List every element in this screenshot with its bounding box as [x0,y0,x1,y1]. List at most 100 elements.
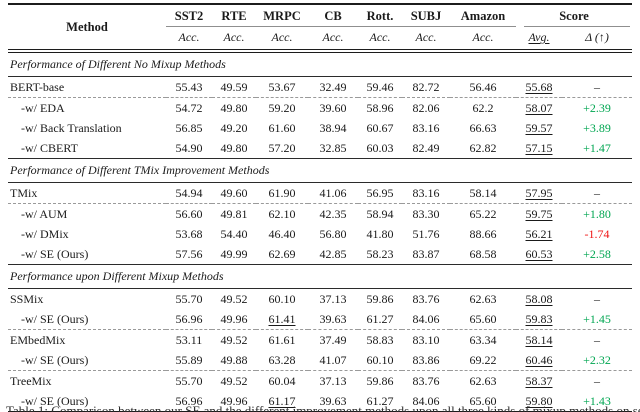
subheader-acc: Acc. [256,27,308,53]
metric-value: 63.34 [450,329,516,350]
method-label: TreeMix [8,370,166,391]
metric-value: 56.46 [469,79,497,94]
col-header-score: Score [516,4,632,27]
delta-value: – [594,185,600,200]
metric-value: 61.61 [256,329,308,350]
metric-value: 83.30 [402,203,450,224]
subheader-acc: Acc. [166,27,212,53]
method-label: -w/ DMix [21,226,69,241]
metric-value: 69.22 [469,352,497,367]
metric-value: 82.72 [412,79,440,94]
metric-value: 49.80 [212,97,256,118]
metric-value: 56.96 [175,311,203,326]
section-title: Performance upon Different Mixup Methods [8,264,632,289]
metric-value: 65.60 [469,311,497,326]
avg-value: 58.37 [516,370,562,391]
metric-value: 37.49 [308,329,358,350]
subheader-acc: Acc. [358,27,402,53]
metric-value: 61.27 [358,391,402,412]
delta-value: +1.45 [583,311,611,326]
metric-value: 49.52 [220,291,248,306]
table-row: -w/ EDA 54.72 49.80 59.20 39.60 58.96 82.06 62.… [8,97,632,118]
avg-value: 58.08 [525,291,553,306]
section-header-row: Performance upon Different Mixup Methods [8,264,632,289]
table-body: Performance of Different No Mixup Method… [8,50,632,412]
metric-value: 49.80 [220,140,248,155]
col-header-rte: RTE [212,4,256,27]
metric-value: 42.35 [308,203,358,224]
avg-value: 56.21 [525,226,553,241]
metric-value: 37.13 [319,291,347,306]
subheader-delta: Δ (↑) [562,27,632,53]
col-header-subj: SUBJ [402,4,450,27]
metric-value: 83.10 [402,329,450,350]
table-header: Method SST2 RTE MRPC CB Rott. SUBJ Amazo… [8,4,632,53]
metric-value: 49.20 [220,120,248,135]
delta-value: -1.74 [584,226,610,241]
method-label: -w/ SE (Ours) [21,352,89,367]
section-title: Performance of Different TMix Improvemen… [8,158,632,183]
metric-value: 55.70 [175,291,203,306]
metric-value: 32.85 [319,140,347,155]
metric-value: 56.95 [366,185,394,200]
col-header-amazon: Amazon [450,4,516,27]
metric-value: 57.56 [175,246,203,261]
section-title: Performance of Different No Mixup Method… [8,50,632,77]
avg-value: 60.53 [525,246,553,261]
method-label: -w/ SE (Ours) [21,311,89,326]
method-label: TMix [10,185,38,200]
avg-value: 58.07 [516,97,562,118]
metric-value: 39.60 [308,97,358,118]
metric-value: 65.22 [450,203,516,224]
metric-value: 84.06 [412,311,440,326]
metric-value: 54.72 [166,97,212,118]
metric-value: 58.94 [358,203,402,224]
metric-value: 51.76 [412,226,440,241]
metric-value: 54.94 [175,185,203,200]
subheader-acc: Acc. [212,27,256,53]
metric-value: 58.14 [469,185,497,200]
metric-value: 88.66 [469,226,497,241]
metric-value: 59.86 [366,291,394,306]
metric-value: 83.87 [412,246,440,261]
metric-value: 58.96 [358,97,402,118]
metric-value: 53.11 [166,329,212,350]
delta-value: – [562,370,632,391]
metric-value: 62.63 [469,291,497,306]
metric-value: 58.23 [366,246,394,261]
method-label: -w/ CBERT [21,140,78,155]
metric-value: 54.40 [220,226,248,241]
avg-value: 57.15 [525,140,553,155]
metric-value: 49.99 [220,246,248,261]
method-label: SSMix [10,291,44,306]
metric-value: 56.85 [175,120,203,135]
delta-value: +1.43 [562,391,632,412]
method-label: -w/ Back Translation [21,120,122,135]
metric-value: 83.76 [412,291,440,306]
metric-value: 55.70 [166,370,212,391]
avg-value: 60.46 [525,352,553,367]
method-label: -w/ SE (Ours) [21,246,89,261]
metric-value: 49.96 [220,311,248,326]
metric-value: 56.80 [319,226,347,241]
metric-value: 56.60 [166,203,212,224]
method-label: BERT-base [10,79,65,94]
avg-value: 59.75 [516,203,562,224]
table-row: TreeMix 55.70 49.52 60.04 37.13 59.86 83.76 62.… [8,370,632,391]
metric-value: 39.63 [319,311,347,326]
delta-value: – [594,79,600,94]
metric-value: 56.96 [166,391,212,412]
metric-value: 62.2 [450,97,516,118]
delta-value: +2.39 [562,97,632,118]
metric-value: 68.58 [469,246,497,261]
metric-value: 63.28 [268,352,296,367]
metric-value: 59.20 [256,97,308,118]
metric-value: 82.06 [402,97,450,118]
table-row: -w/ CBERT 54.90 49.80 57.20 32.85 60.03 82.49 6… [8,138,632,159]
metric-value: 83.16 [412,120,440,135]
metric-value: 60.10 [268,291,296,306]
table-row: -w/ Back Translation 56.85 49.20 61.60 38.94… [8,118,632,138]
metric-value: 62.82 [469,140,497,155]
metric-value: 49.88 [220,352,248,367]
metric-value: 39.63 [308,391,358,412]
